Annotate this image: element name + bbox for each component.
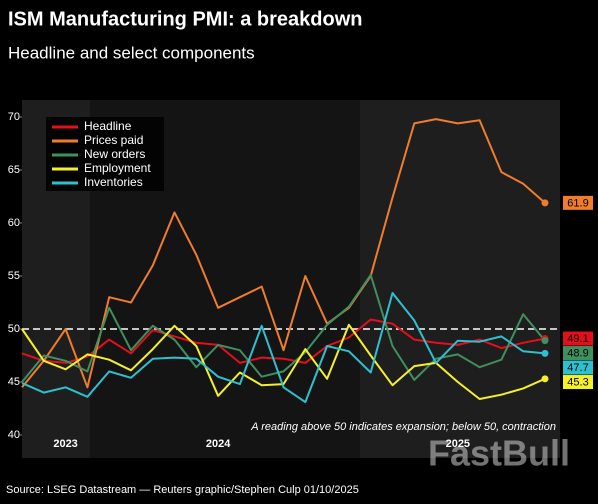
y-tick-label: 45 — [8, 376, 20, 388]
series-line — [21, 318, 546, 364]
x-tick-label: 2023 — [53, 438, 77, 450]
watermark: FastBull — [428, 433, 570, 474]
y-tick-label: 55 — [8, 270, 20, 282]
chart-title: ISM Manufacturing PMI: a breakdown — [8, 8, 362, 30]
series-line — [21, 118, 546, 389]
value-label: 45.3 — [567, 376, 588, 388]
end-point — [541, 337, 549, 345]
y-tick-label: 50 — [8, 323, 20, 335]
legend-label: Inventories — [84, 175, 143, 189]
end-point — [541, 375, 549, 383]
chart-subtitle: Headline and select components — [8, 43, 255, 62]
legend-label: New orders — [84, 147, 145, 161]
legend-label: Prices paid — [84, 133, 143, 147]
y-tick-label: 65 — [8, 164, 20, 176]
end-point — [541, 199, 549, 207]
x-tick-label: 2024 — [206, 438, 231, 450]
series-line — [21, 323, 546, 400]
value-box — [563, 331, 593, 346]
value-label: 49.1 — [567, 333, 588, 345]
value-box — [563, 375, 593, 390]
value-box — [563, 346, 593, 361]
legend-label: Headline — [84, 119, 132, 133]
source: Source: LSEG Datastream — Reuters graphi… — [6, 484, 359, 496]
x-tick-label: 2025 — [446, 438, 470, 450]
value-box — [563, 360, 593, 375]
year-band — [360, 100, 560, 458]
end-point — [541, 349, 549, 357]
legend-label: Employment — [84, 161, 151, 175]
annotation: A reading above 50 indicates expansion; … — [250, 421, 556, 433]
y-tick-label: 60 — [8, 217, 20, 229]
series-line — [21, 273, 546, 383]
value-label: 48.9 — [567, 347, 588, 359]
y-tick-label: 40 — [8, 429, 20, 441]
y-tick-label: 70 — [8, 111, 20, 123]
value-label: 47.7 — [567, 362, 588, 374]
value-box — [563, 195, 593, 210]
value-label: 61.9 — [567, 197, 588, 209]
series-line — [21, 292, 546, 404]
